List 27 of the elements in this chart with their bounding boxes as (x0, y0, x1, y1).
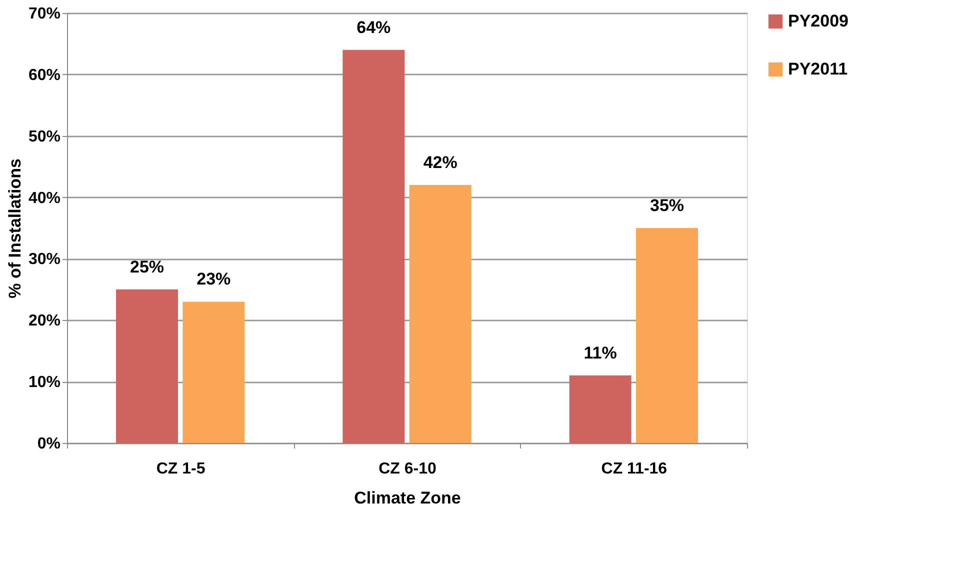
y-tick-label: 0% (37, 436, 60, 452)
x-tick-label: CZ 11-16 (601, 460, 668, 478)
data-label: 25% (130, 257, 164, 276)
y-tick-label: 10% (28, 374, 60, 392)
bar (116, 289, 178, 443)
y-tick-label: 50% (28, 128, 60, 146)
bar (342, 50, 405, 443)
bar (182, 302, 245, 443)
bar (636, 228, 698, 443)
y-tick-label: 70% (28, 6, 60, 22)
data-label: 42% (423, 153, 458, 172)
y-tick-label: 20% (28, 312, 60, 330)
data-label: 23% (196, 270, 231, 289)
data-label: 35% (650, 196, 684, 215)
x-tick-label: CZ 6-10 (378, 460, 436, 478)
x-axis-title: Climate Zone (354, 488, 461, 508)
y-tick-label: 30% (28, 251, 60, 268)
bar (569, 375, 632, 443)
y-axis-title: % of Installations (5, 158, 24, 298)
data-label: 64% (356, 18, 391, 37)
bar (409, 185, 472, 443)
y-tick-label: 40% (28, 190, 60, 207)
legend-label: PY2011 (788, 60, 848, 78)
y-tick-label: 60% (28, 66, 60, 84)
x-tick-label: CZ 1-5 (156, 460, 206, 478)
data-label: 11% (584, 343, 617, 362)
legend-label: PY2009 (788, 12, 848, 30)
